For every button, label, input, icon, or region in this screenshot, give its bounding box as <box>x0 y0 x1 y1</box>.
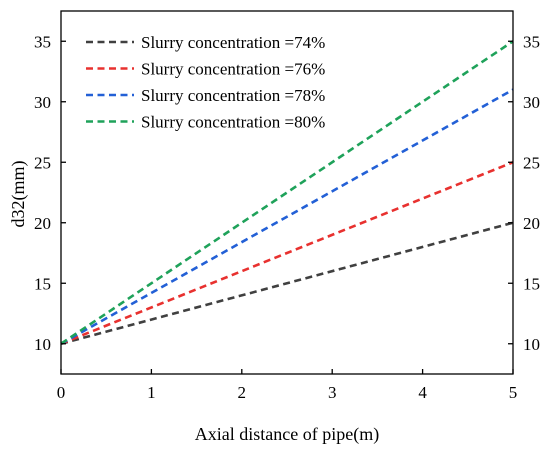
y-tick-label-left-2: 20 <box>34 214 51 233</box>
x-tick-label-1: 1 <box>147 383 156 402</box>
x-axis-title: Axial distance of pipe(m) <box>195 424 379 445</box>
legend-label-3: Slurry concentration =80% <box>141 113 325 132</box>
y-tick-label-left-4: 30 <box>34 93 51 112</box>
y-tick-label-right-3: 25 <box>523 153 540 172</box>
y-tick-label-left-0: 10 <box>34 335 51 354</box>
x-tick-label-5: 5 <box>509 383 518 402</box>
ticks-layer: 0 1 2 3 4 5 10 10 15 15 20 20 25 25 30 30 35 35 <box>34 32 540 402</box>
legend-label-1: Slurry concentration =76% <box>141 60 325 79</box>
series-line-3 <box>60 40 514 345</box>
series-line-1 <box>60 161 514 345</box>
series-line-2 <box>60 88 514 345</box>
y-tick-label-left-5: 35 <box>34 32 51 51</box>
x-tick-label-0: 0 <box>57 383 66 402</box>
series-line-0 <box>60 221 514 346</box>
y-tick-label-right-1: 15 <box>523 274 540 293</box>
legend-label-2: Slurry concentration =78% <box>141 86 325 105</box>
series-layer <box>60 40 514 346</box>
y-tick-label-right-4: 30 <box>523 93 540 112</box>
x-tick-label-2: 2 <box>238 383 247 402</box>
legend-label-0: Slurry concentration =74% <box>141 33 325 52</box>
x-tick-label-4: 4 <box>418 383 427 402</box>
y-tick-label-right-5: 35 <box>523 32 540 51</box>
y-tick-label-right-0: 10 <box>523 335 540 354</box>
axes-layer <box>60 10 514 375</box>
plot-frame <box>60 10 514 375</box>
y-tick-label-right-2: 20 <box>523 214 540 233</box>
x-tick-label-3: 3 <box>328 383 337 402</box>
y-axis-title: d32(mm) <box>8 161 29 228</box>
legend: Slurry concentration =74% Slurry concentr… <box>86 33 325 132</box>
y-tick-label-left-1: 15 <box>34 274 51 293</box>
y-tick-label-left-3: 25 <box>34 153 51 172</box>
